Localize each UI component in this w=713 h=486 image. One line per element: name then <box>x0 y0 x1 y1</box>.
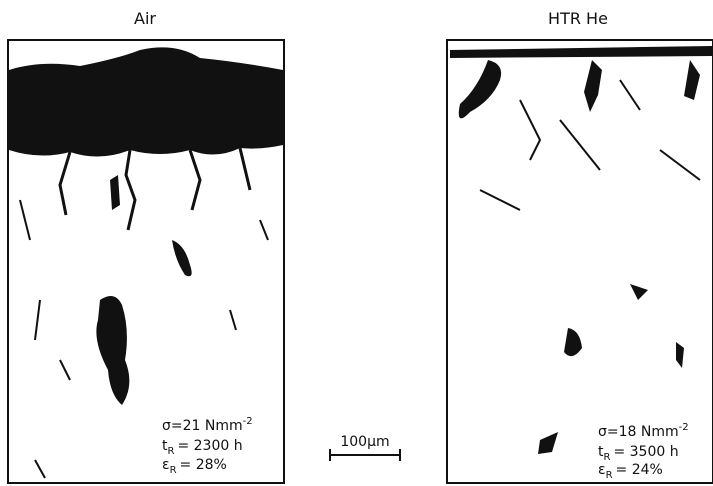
subscript: R <box>606 470 613 481</box>
exponent: -2 <box>679 422 689 433</box>
text: =18 Nmm <box>607 424 679 440</box>
subscript: R <box>168 446 175 457</box>
scale-bar <box>330 449 400 461</box>
symbol: σ <box>598 424 607 440</box>
text: = 24% <box>616 462 663 478</box>
text: = 28% <box>180 457 227 473</box>
exponent: -2 <box>243 416 253 427</box>
text: = 3500 h <box>613 444 678 460</box>
symbol: ε <box>162 457 170 473</box>
text: =21 Nmm <box>171 418 243 434</box>
panel-title: HTR He <box>548 9 608 28</box>
stress-label: σ=18 Nmm-2 <box>598 422 689 440</box>
symbol: σ <box>162 418 171 434</box>
subscript: R <box>170 465 177 476</box>
panel-title: Air <box>134 9 156 28</box>
stress-label: σ=21 Nmm-2 <box>162 416 253 434</box>
micrograph-htr-he <box>447 40 713 483</box>
text: = 2300 h <box>177 438 242 454</box>
figure: Air HTR He σ=21 Nmm-2 tR= 2300 h εR= 28%… <box>0 0 713 486</box>
scale-bar-label: 100µm <box>340 434 389 450</box>
symbol: ε <box>598 462 606 478</box>
